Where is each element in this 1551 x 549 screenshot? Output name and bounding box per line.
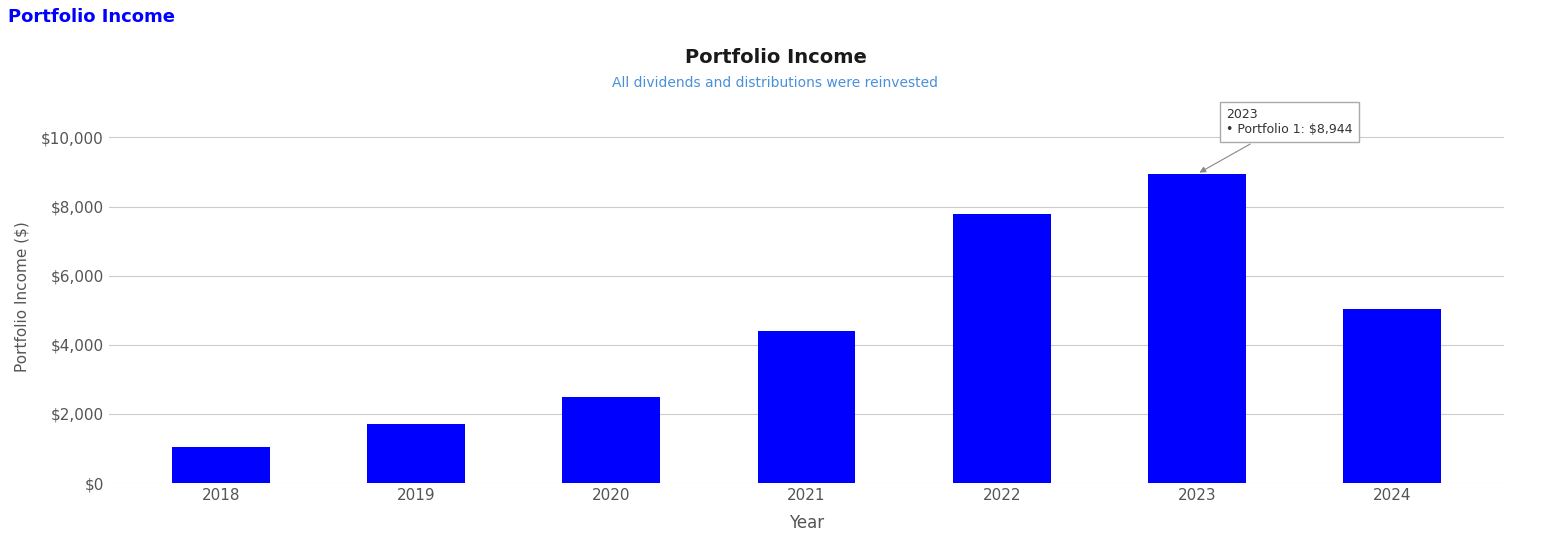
Bar [563, 397, 661, 483]
Y-axis label: Portfolio Income ($): Portfolio Income ($) [16, 221, 29, 372]
Text: All dividends and distributions were reinvested: All dividends and distributions were rei… [613, 76, 938, 91]
Bar [368, 424, 465, 483]
Bar [758, 331, 855, 483]
Bar [172, 447, 270, 483]
Text: Portfolio Income: Portfolio Income [684, 48, 867, 67]
Text: Portfolio Income: Portfolio Income [8, 8, 175, 26]
Bar [1343, 309, 1441, 483]
Bar [1148, 174, 1245, 483]
X-axis label: Year: Year [789, 514, 824, 532]
Bar [952, 214, 1050, 483]
Text: 2023
• Portfolio 1: $8,944: 2023 • Portfolio 1: $8,944 [1200, 108, 1352, 172]
